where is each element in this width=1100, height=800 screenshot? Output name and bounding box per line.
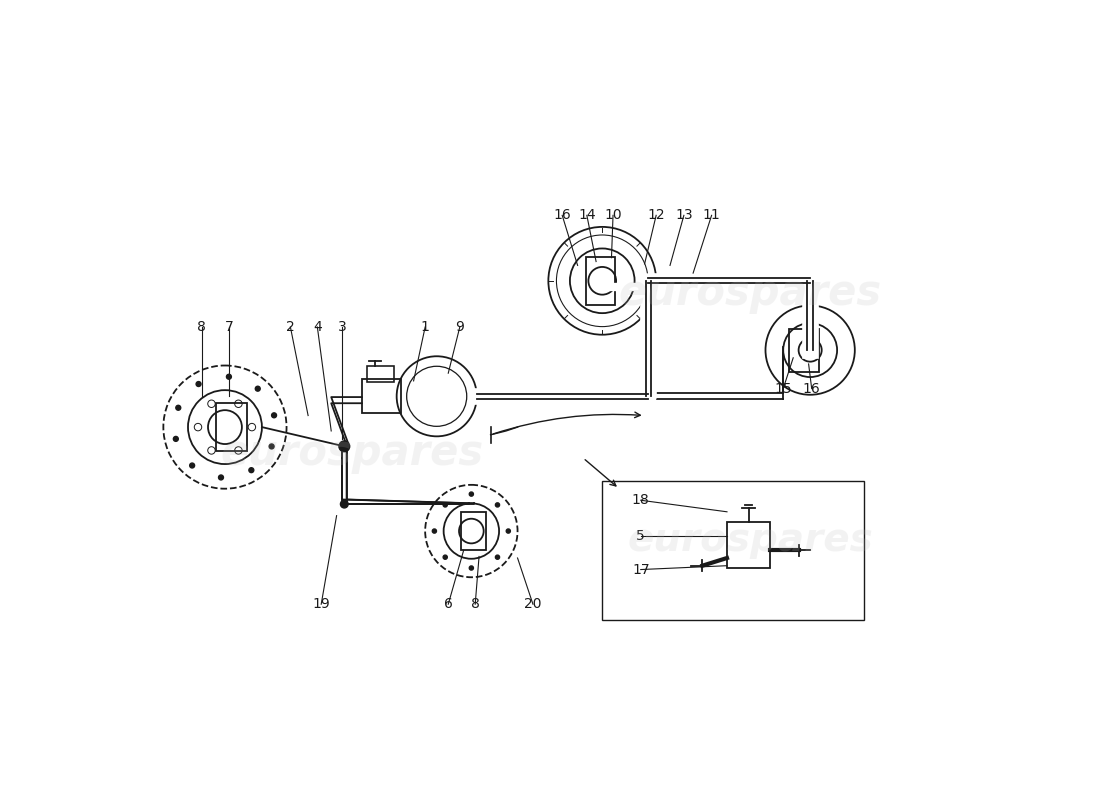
Circle shape [443, 503, 448, 507]
Text: eurospares: eurospares [618, 272, 882, 314]
Text: 16: 16 [553, 208, 571, 222]
Text: 7: 7 [224, 320, 233, 334]
Text: 2: 2 [286, 320, 295, 334]
Circle shape [443, 555, 448, 559]
Bar [790, 329, 820, 372]
Text: 5: 5 [637, 530, 645, 543]
Circle shape [495, 503, 499, 507]
Text: eurospares: eurospares [627, 521, 873, 558]
Bar [216, 403, 246, 451]
Bar [461, 512, 486, 550]
Circle shape [249, 468, 254, 473]
Circle shape [174, 437, 178, 442]
Text: 1: 1 [420, 320, 430, 334]
Text: 4: 4 [314, 320, 321, 334]
Bar [586, 257, 615, 305]
Circle shape [470, 566, 473, 570]
Bar [603, 481, 865, 619]
Text: eurospares: eurospares [220, 432, 484, 474]
Text: 12: 12 [647, 208, 666, 222]
Text: 10: 10 [604, 208, 622, 222]
Text: 6: 6 [443, 597, 453, 611]
Circle shape [341, 500, 349, 508]
Text: 19: 19 [312, 597, 330, 611]
Bar [727, 522, 770, 568]
Circle shape [495, 555, 499, 559]
Circle shape [189, 463, 195, 468]
Text: 20: 20 [525, 597, 541, 611]
Text: 11: 11 [703, 208, 720, 222]
Text: 8: 8 [197, 320, 207, 334]
Circle shape [272, 413, 276, 418]
Text: 16: 16 [803, 382, 821, 396]
Circle shape [432, 529, 437, 533]
Circle shape [506, 529, 510, 533]
Circle shape [255, 386, 261, 391]
Text: 15: 15 [774, 382, 792, 396]
Circle shape [227, 374, 231, 379]
Text: 13: 13 [675, 208, 693, 222]
Text: 9: 9 [455, 320, 464, 334]
Text: 8: 8 [471, 597, 480, 611]
Circle shape [196, 382, 201, 386]
Circle shape [176, 406, 180, 410]
Circle shape [339, 441, 350, 452]
Bar [362, 379, 400, 414]
Text: 18: 18 [631, 494, 650, 507]
Circle shape [219, 475, 223, 480]
Bar [367, 366, 394, 382]
Text: 17: 17 [631, 562, 650, 577]
Circle shape [270, 444, 274, 449]
Text: 14: 14 [578, 208, 596, 222]
Circle shape [470, 492, 473, 496]
Text: 3: 3 [338, 320, 346, 334]
